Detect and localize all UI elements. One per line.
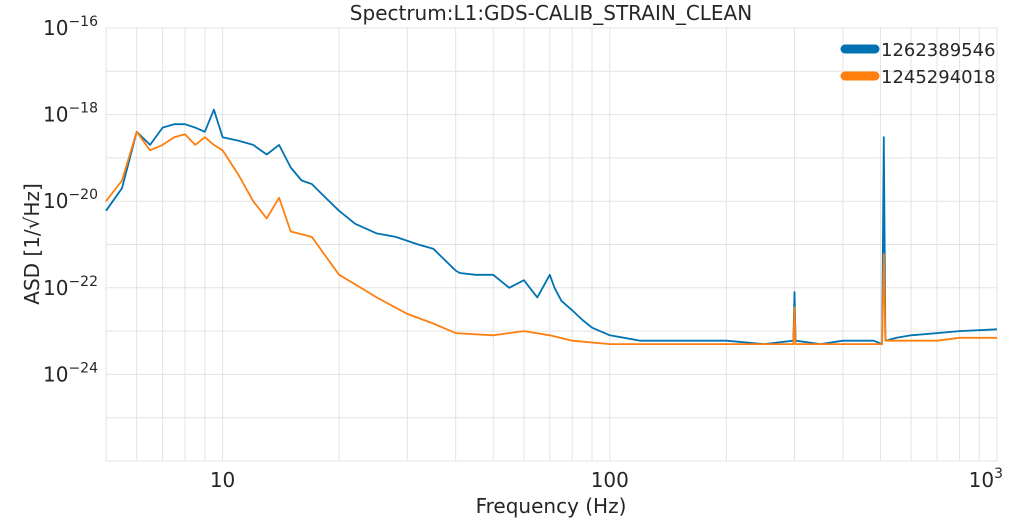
chart-title: Spectrum:L1:GDS-CALIB_STRAIN_CLEAN: [350, 1, 752, 25]
y-tick-label: 10−24: [43, 360, 98, 386]
x-tick-label: 10: [210, 468, 235, 492]
series-line-1262389546: [105, 108, 998, 346]
legend: 1262389546 1245294018: [840, 40, 996, 88]
y-tick-label: 10−16: [43, 14, 98, 40]
y-tick-label: 10−18: [43, 101, 98, 127]
tick-labels: 10−16 10−18 10−20 10−22 10−24 10 100 103: [43, 14, 1003, 492]
legend-label: 1262389546: [881, 40, 996, 61]
y-axis-label: ASD [1/√Hz]: [20, 183, 44, 304]
x-axis-label: Frequency (Hz): [476, 494, 627, 518]
series-layer: [105, 108, 998, 346]
grid-lines: [105, 27, 998, 462]
y-tick-label: 10−22: [43, 274, 98, 300]
y-tick-label: 10−20: [43, 187, 98, 213]
x-tick-label: 100: [591, 468, 629, 492]
x-tick-label: 103: [969, 466, 1003, 492]
series-line-1245294018: [105, 130, 997, 346]
legend-label: 1245294018: [881, 67, 996, 88]
